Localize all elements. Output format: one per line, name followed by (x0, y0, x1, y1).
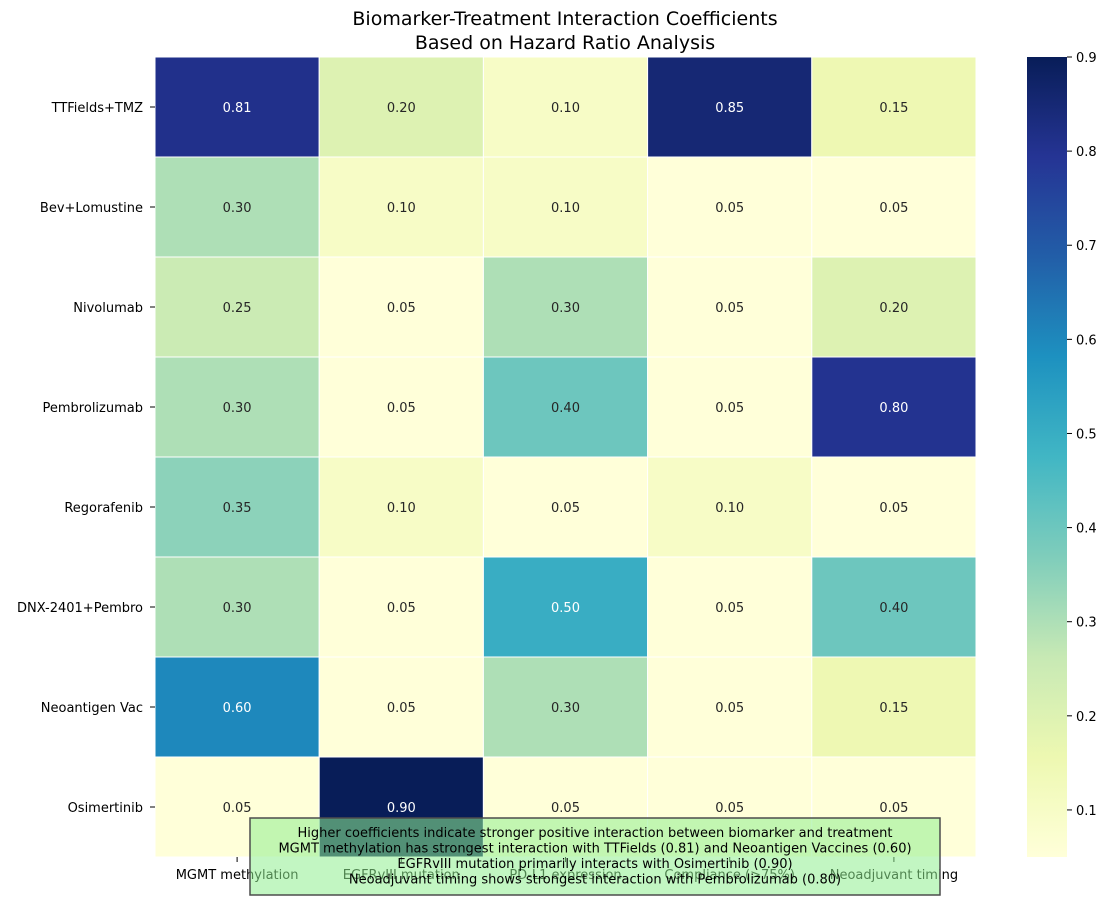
cell-value-label: 0.25 (223, 301, 252, 316)
cell-value-label: 0.20 (879, 301, 908, 316)
annotation-line: MGMT methylation has strongest interacti… (278, 842, 911, 857)
heatmap-cell (154, 156, 320, 258)
cell-value-label: 0.05 (879, 801, 908, 816)
colorbar-tick-label: 0.7 (1076, 239, 1097, 254)
row-label: Regorafenib (64, 501, 143, 516)
heatmap-cell (318, 356, 484, 458)
cell-value-label: 0.30 (223, 601, 252, 616)
cell-value-label: 0.05 (715, 401, 744, 416)
colorbar-tick-label: 0.5 (1076, 427, 1097, 442)
row-label: Neoantigen Vac (41, 701, 143, 716)
colorbar-tick-label: 0.6 (1076, 333, 1097, 348)
heatmap-cell (482, 456, 649, 558)
heatmap-cell (482, 556, 649, 658)
row-label: TTFields+TMZ (51, 101, 143, 116)
cell-value-label: 0.15 (879, 101, 908, 116)
colorbar-tick-label: 0.2 (1076, 710, 1097, 725)
row-label: Pembrolizumab (43, 401, 143, 416)
row-label: Osimertinib (68, 801, 143, 816)
cell-value-label: 0.15 (879, 701, 908, 716)
cell-value-label: 0.30 (223, 401, 252, 416)
cell-value-label: 0.05 (879, 501, 908, 516)
cell-value-label: 0.05 (223, 801, 252, 816)
heatmap-cell (647, 356, 813, 458)
cell-value-label: 0.40 (879, 601, 908, 616)
cell-value-label: 0.30 (223, 201, 252, 216)
cell-value-label: 0.05 (715, 601, 744, 616)
heatmap-cell (154, 656, 320, 758)
heatmap-cell (154, 456, 320, 558)
cell-value-label: 0.05 (715, 201, 744, 216)
cell-value-label: 0.30 (551, 701, 580, 716)
cell-value-label: 0.05 (715, 801, 744, 816)
cell-value-label: 0.60 (223, 701, 252, 716)
cell-value-label: 0.30 (551, 301, 580, 316)
cell-value-label: 0.05 (715, 301, 744, 316)
chart-title-line-2: Based on Hazard Ratio Analysis (415, 32, 715, 54)
row-label: Nivolumab (73, 301, 143, 316)
heatmap-cell (811, 556, 977, 658)
cell-value-label: 0.05 (551, 801, 580, 816)
heatmap-cell (647, 256, 813, 358)
colorbar-tick-label: 0.1 (1076, 804, 1097, 819)
heatmap-cell (811, 256, 977, 358)
colorbar-tick-label: 0.4 (1076, 522, 1097, 537)
heatmap-cell (811, 456, 977, 558)
heatmap-cell (811, 356, 977, 458)
colorbar-tick-label: 0.3 (1076, 616, 1097, 631)
heatmap-cell (811, 56, 977, 158)
row-labels: TTFields+TMZ Bev+Lomustine Nivolumab Pembro… (17, 101, 155, 816)
cell-value-label: 0.50 (551, 601, 580, 616)
colorbar-gradient (1027, 57, 1067, 857)
heatmap-cell (154, 56, 320, 158)
heatmap-cell (482, 156, 649, 258)
colorbar-tick-label: 0.8 (1076, 145, 1097, 160)
colorbar: 0.1 0.2 0.3 0.4 0.5 0.6 0.7 0.8 0.9 (1027, 51, 1097, 857)
heatmap-cell (318, 556, 484, 658)
annotation-box: Higher coefficients indicate stronger po… (249, 817, 941, 896)
heatmap-cell (482, 56, 649, 158)
cell-value-label: 0.81 (223, 101, 252, 116)
cell-value-label: 0.85 (715, 101, 744, 116)
annotation-line: Neoadjuvant timing shows strongest inter… (349, 873, 841, 888)
heatmap-cell (318, 456, 484, 558)
heatmap-cell (647, 556, 813, 658)
cell-value-label: 0.80 (879, 401, 908, 416)
heatmap-cells: 0.81 0.20 0.10 0.85 0.15 0.30 0.10 0.10 0.05 0.05… (154, 56, 977, 858)
heatmap-cell (811, 156, 977, 258)
cell-value-label: 0.05 (715, 701, 744, 716)
cell-value-label: 0.05 (551, 501, 580, 516)
row-label: DNX-2401+Pembro (17, 601, 143, 616)
cell-value-label: 0.05 (387, 701, 416, 716)
cell-value-label: 0.40 (551, 401, 580, 416)
chart-title-line-1: Biomarker-Treatment Interaction Coeffici… (352, 8, 777, 30)
cell-value-label: 0.10 (387, 201, 416, 216)
cell-value-label: 0.05 (387, 401, 416, 416)
row-label: Bev+Lomustine (40, 201, 143, 216)
heatmap-cell (318, 256, 484, 358)
cell-value-label: 0.10 (551, 101, 580, 116)
cell-value-label: 0.10 (387, 501, 416, 516)
heatmap-cell (647, 56, 813, 158)
cell-value-label: 0.10 (715, 501, 744, 516)
heatmap-cell (811, 656, 977, 758)
cell-value-label: 0.35 (223, 501, 252, 516)
annotation-background (249, 817, 941, 896)
cell-value-label: 0.05 (879, 201, 908, 216)
heatmap-cell (482, 356, 649, 458)
cell-value-label: 0.05 (387, 301, 416, 316)
annotation-line: EGFRvIII mutation primarily interacts wi… (397, 857, 792, 872)
annotation-line: Higher coefficients indicate stronger po… (298, 826, 893, 841)
cell-value-label: 0.05 (387, 601, 416, 616)
heatmap-cell (318, 56, 484, 158)
heatmap-cell (482, 256, 649, 358)
cell-value-label: 0.90 (387, 801, 416, 816)
cell-value-label: 0.20 (387, 101, 416, 116)
cell-value-label: 0.10 (551, 201, 580, 216)
colorbar-tick-label: 0.9 (1076, 51, 1097, 66)
